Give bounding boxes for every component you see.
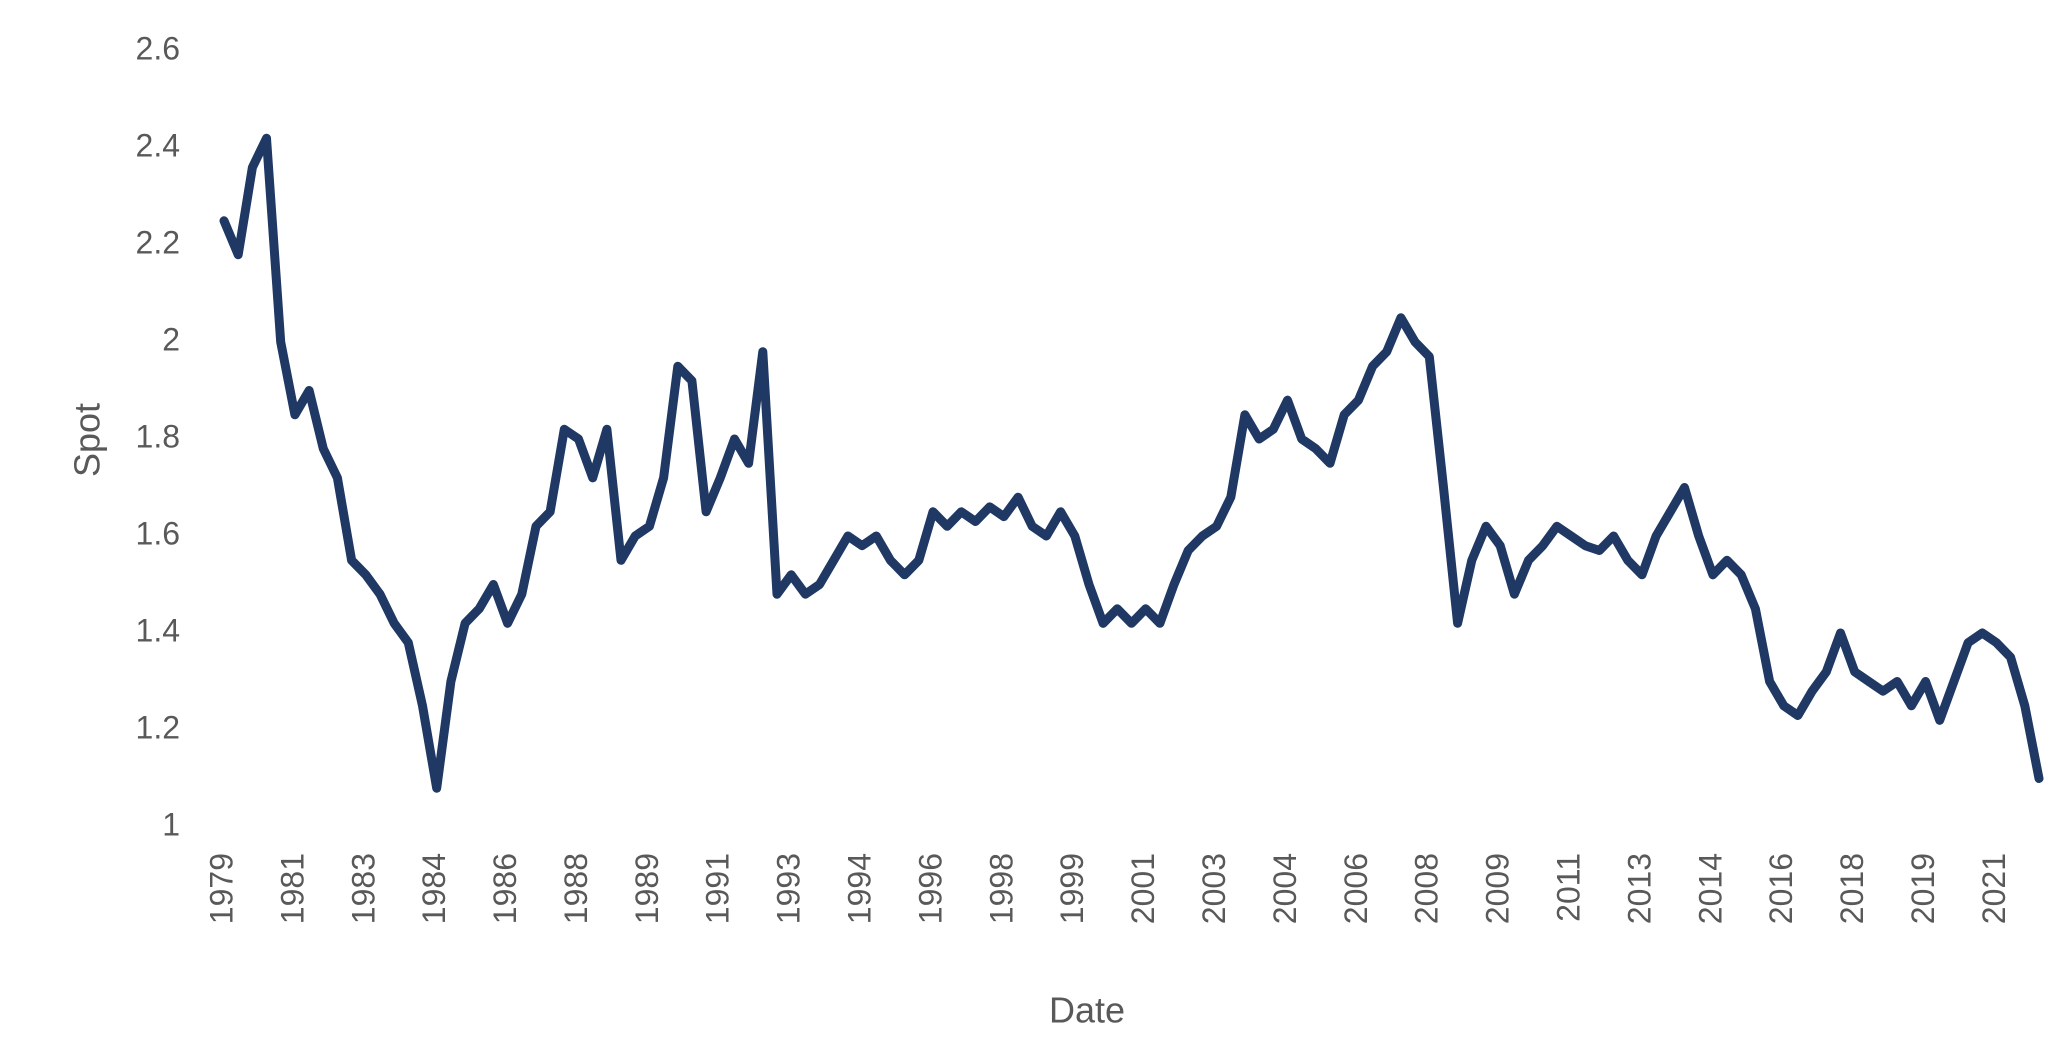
x-tick-label: 1988 [558,853,594,924]
x-tick-label: 1994 [842,853,878,924]
x-tick-label: 2021 [1976,853,2012,924]
x-tick-label: 1984 [416,853,452,924]
x-tick-label: 2019 [1905,853,1941,924]
x-tick-label: 1979 [203,853,239,924]
y-tick-label: 2.4 [136,127,180,163]
x-tick-label: 2014 [1692,853,1728,924]
x-tick-label: 1996 [912,853,948,924]
x-tick-label: 2016 [1763,853,1799,924]
line [219,133,2044,793]
x-tick-label: 2006 [1338,853,1374,924]
y-tick-label: 2.6 [136,30,180,66]
y-axis-title: Spot [67,403,108,477]
x-tick-label: 2008 [1409,853,1445,924]
x-tick-label: 1989 [629,853,665,924]
x-tick-label: 1991 [700,853,736,924]
x-tick-label: 2003 [1196,853,1232,924]
y-tick-label: 2.2 [136,224,180,260]
y-tick-label: 1.2 [136,709,180,745]
x-tick-label: 1983 [345,853,381,924]
x-tick-label: 1998 [983,853,1019,924]
x-tick-label: 2018 [1834,853,1870,924]
y-tick-label: 1.6 [136,515,180,551]
x-tick-label: 1986 [487,853,523,924]
x-tick-label: 2001 [1125,853,1161,924]
x-tick-label: 1999 [1054,853,1090,924]
x-tick-label: 1993 [771,853,807,924]
x-axis-title: Date [1049,990,1125,1031]
y-tick-label: 1.4 [136,612,180,648]
y-tick-label: 1 [162,806,180,842]
y-tick-label: 1.8 [136,418,180,454]
x-tick-label: 2009 [1480,853,1516,924]
y-tick-label: 2 [162,321,180,357]
x-tick-label: 2004 [1267,853,1303,924]
x-tick-label: 2013 [1621,853,1657,924]
x-tick-label: 2011 [1551,853,1587,922]
x-tick-label: 1981 [274,853,310,924]
